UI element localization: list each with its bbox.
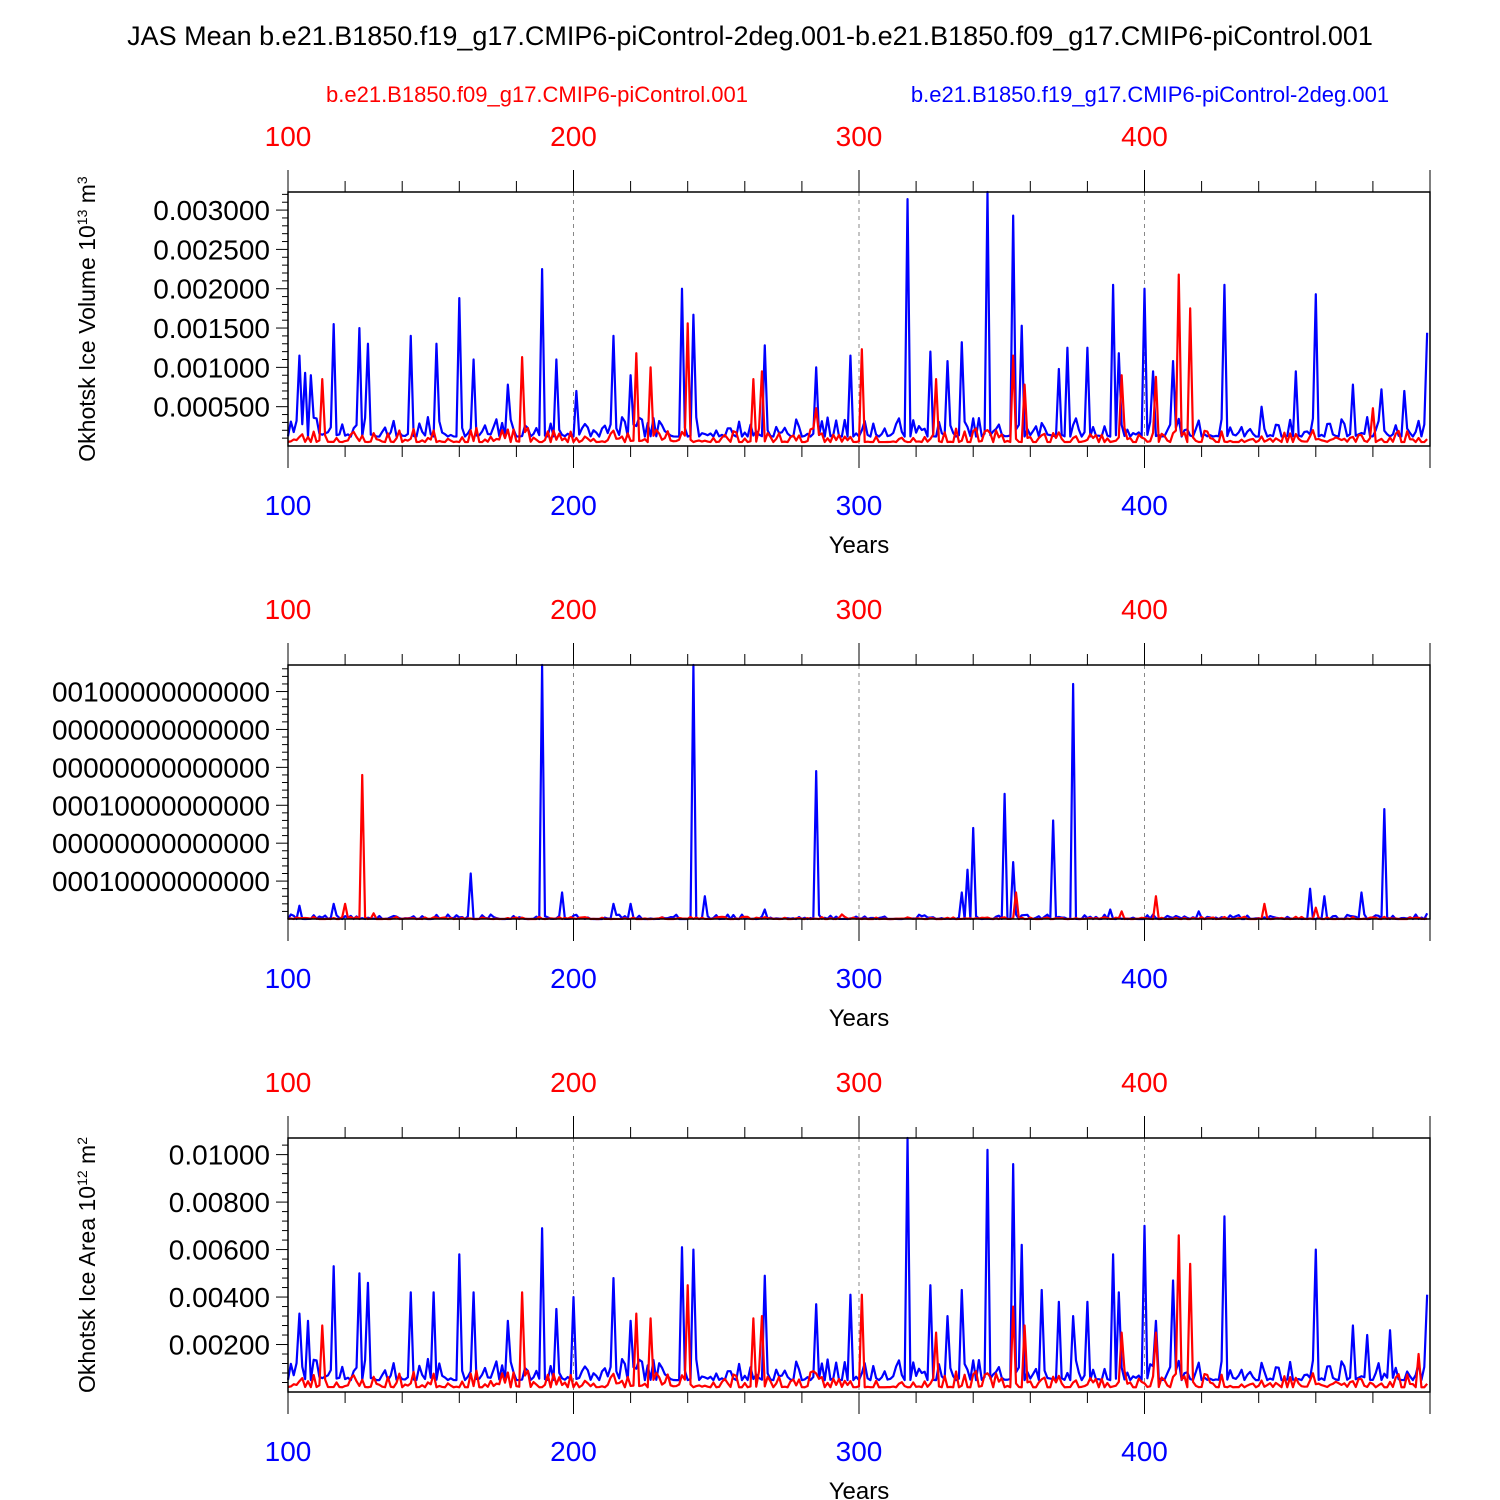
series-line-blue-area	[286, 1136, 1429, 1382]
y-tick-label: 00100000000000	[52, 677, 270, 708]
x-tick-label-bottom: 200	[550, 1436, 597, 1467]
y-tick-label: 00010000000000	[52, 790, 270, 821]
x-tick-label-top: 100	[265, 1067, 312, 1098]
y-tick-label: 0.002000	[153, 274, 270, 305]
x-tick-label-top: 200	[550, 1067, 597, 1098]
y-axis-title-superscript: 12	[74, 1170, 90, 1186]
y-tick-label: 0.002500	[153, 234, 270, 265]
x-tick-label-bottom: 400	[1121, 1436, 1168, 1467]
plot-frame	[287, 664, 1431, 920]
y-tick-label: 0.001000	[153, 352, 270, 383]
x-axis-title: Years	[829, 1005, 890, 1032]
panel-volume: 100 100 200 200 300 300 400 400 Years 0.000500 0.0…	[74, 121, 1431, 559]
series-line-red-thickness	[287, 773, 1428, 921]
x-tick-label-bottom: 100	[265, 490, 312, 521]
x-tick-label-bottom: 400	[1121, 963, 1168, 994]
legend-blue-label: b.e21.B1850.f19_g17.CMIP6-piControl-2deg…	[911, 82, 1389, 107]
y-tick-label: 0.000500	[153, 392, 270, 423]
x-tick-label-top: 400	[1121, 594, 1168, 625]
y-axis-title-superscript: 2	[74, 1137, 90, 1145]
x-tick-label-bottom: 200	[550, 490, 597, 521]
y-tick-label: 0.00800	[169, 1187, 270, 1218]
y-tick-label: 0.00400	[169, 1282, 270, 1313]
x-tick-label-bottom: 200	[550, 963, 597, 994]
x-tick-label-top: 100	[265, 594, 312, 625]
y-tick-label: 0.003000	[153, 195, 270, 226]
y-tick-label: 00010000000000	[52, 866, 270, 897]
x-tick-label-bottom: 100	[265, 963, 312, 994]
x-tick-label-top: 200	[550, 594, 597, 625]
x-tick-label-bottom: 100	[265, 1436, 312, 1467]
panel-area: 100 100 200 200 300 300 400 400 Years 0.00200 0.00…	[74, 1067, 1431, 1500]
panel-thickness: 100 100 200 200 300 300 400 400 Years 00010000000…	[52, 594, 1431, 1032]
y-axis-title: Okhotsk Ice Area 1012 m2	[74, 1137, 100, 1393]
y-axis-title: Okhotsk Ice Volume 1013 m3	[74, 176, 100, 462]
y-tick-label: 0.01000	[169, 1140, 270, 1171]
x-tick-label-top: 100	[265, 121, 312, 152]
y-axis-title-text: Okhotsk Ice Area 10	[74, 1186, 100, 1393]
y-axis-title-text: m	[74, 1145, 100, 1171]
x-tick-label-top: 400	[1121, 121, 1168, 152]
x-tick-label-top: 300	[836, 121, 883, 152]
y-tick-label: 0.00200	[169, 1330, 270, 1361]
x-axis-title: Years	[829, 532, 890, 559]
y-tick-label: 00000000000000	[52, 714, 270, 745]
x-tick-label-bottom: 400	[1121, 490, 1168, 521]
x-tick-label-top: 300	[836, 594, 883, 625]
legend-red-label: b.e21.B1850.f09_g17.CMIP6-piControl.001	[326, 82, 748, 107]
panels: 100 100 200 200 300 300 400 400 Years 0.000500 0.0…	[52, 121, 1431, 1500]
series-line-blue-thickness	[287, 663, 1429, 921]
y-tick-label: 0.00600	[169, 1235, 270, 1266]
y-tick-label: 00000000000000	[52, 752, 270, 783]
y-axis-title-superscript: 3	[74, 176, 90, 184]
y-axis-title-text: Okhotsk Ice Volume 10	[74, 225, 100, 462]
y-tick-label: 0.001500	[153, 313, 270, 344]
x-tick-label-bottom: 300	[836, 1436, 883, 1467]
x-tick-label-top: 200	[550, 121, 597, 152]
series-line-blue-volume	[286, 190, 1429, 438]
chart-title: JAS Mean b.e21.B1850.f19_g17.CMIP6-piCon…	[127, 21, 1373, 51]
x-tick-label-top: 300	[836, 1067, 883, 1098]
x-tick-label-bottom: 300	[836, 490, 883, 521]
x-tick-label-bottom: 300	[836, 963, 883, 994]
y-tick-label: 00000000000000	[52, 828, 270, 859]
y-axis-title-superscript: 13	[74, 209, 90, 225]
x-axis-title: Years	[829, 1478, 890, 1500]
series-line-red-area	[287, 1234, 1428, 1389]
y-axis-title-text: m	[74, 184, 100, 210]
series-line-red-volume	[287, 273, 1428, 444]
x-tick-label-top: 400	[1121, 1067, 1168, 1098]
